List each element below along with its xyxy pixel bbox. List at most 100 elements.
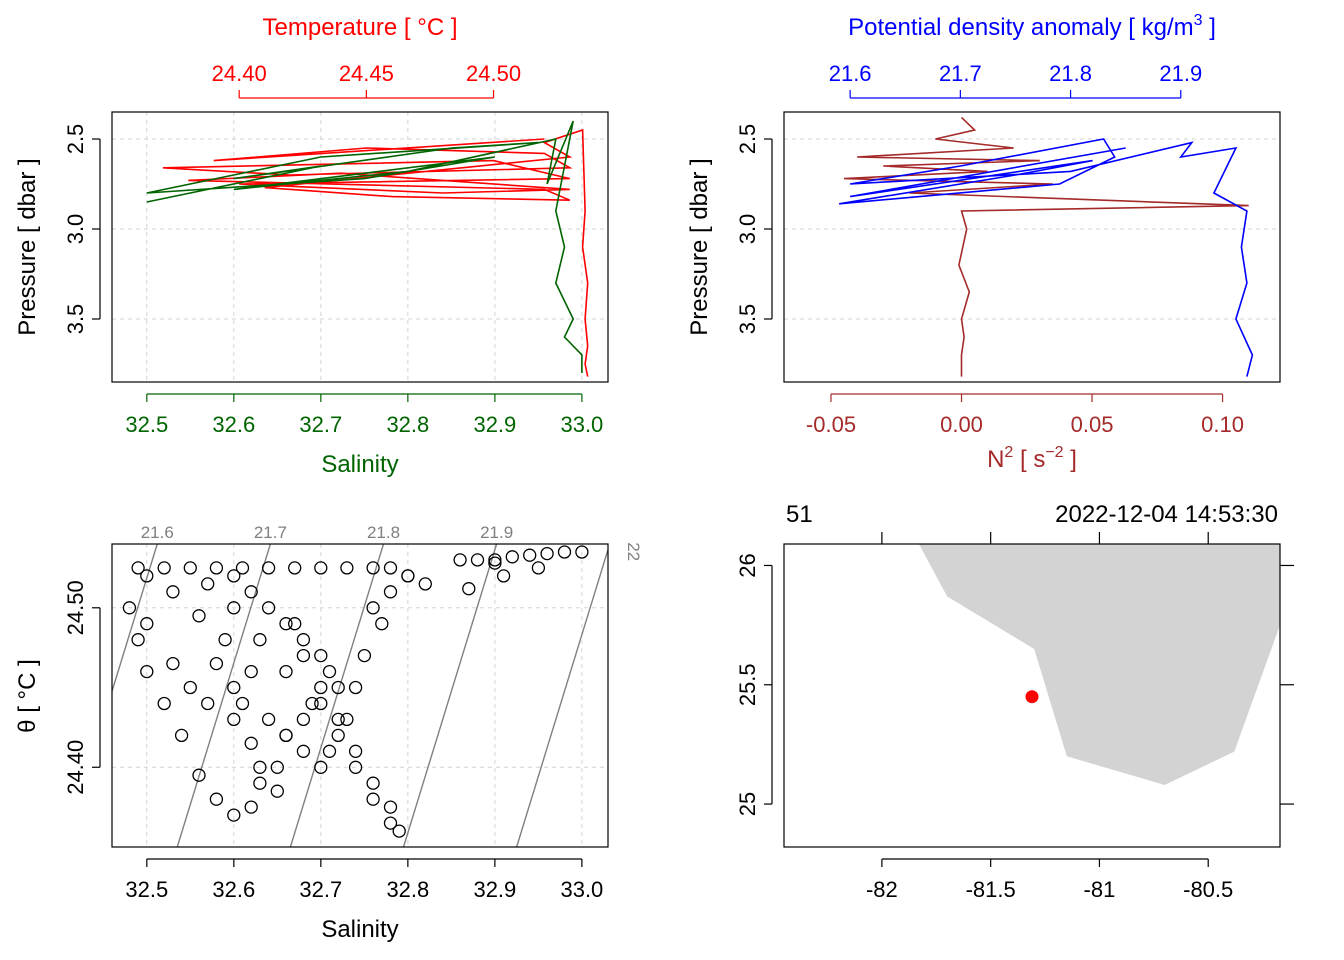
y-tick-label: 2.5 [735,124,760,155]
ts-point [314,648,328,663]
y-tick-label: 24.40 [63,740,88,795]
latitude-axis: 25 25.5 26 [735,553,1294,816]
ts-point [383,585,398,599]
grid-lines [112,544,608,847]
ts-point [505,550,519,564]
ts-point [383,816,398,830]
x-tick-label: 32.5 [125,877,168,902]
isopycnal-line [402,543,498,848]
ts-point [314,696,328,711]
pressure-axis: 2.5 3.0 3.5 [63,124,101,335]
station-number-label: 51 [786,501,813,528]
ts-point [140,617,154,631]
ts-point [227,808,241,822]
ts-point [122,601,137,615]
density-line [838,138,1254,377]
salinity-axis-label: Salinity [321,916,398,943]
ts-point [157,696,171,711]
plot-frame [783,111,1281,383]
ts-point [244,585,258,599]
theta-axis: 24.40 24.50 [63,580,101,795]
salinity-line [146,120,583,373]
x-tick-label: 32.7 [299,877,342,902]
ts-point [296,633,311,647]
x-top-tick-label: 21.6 [829,61,872,86]
x-tick-label: -82 [866,877,898,902]
x-top-tick-label: 24.40 [212,61,267,86]
ts-point [314,680,328,695]
panel-station-map: -82 -81.5 -81 -80.5 25 25.5 26 51 2022-12-04 … [735,501,1294,902]
series-lines [146,120,589,377]
ts-points [122,545,589,838]
ts-point [375,617,389,631]
ts-point [174,728,189,743]
ts-point [470,553,485,567]
ts-point [383,561,398,575]
ts-point [392,824,406,838]
x-tick-label: 0.00 [940,412,983,437]
isopycnal-line [111,543,158,692]
x-top-tick-label: 24.50 [466,61,521,86]
y-tick-label: 24.50 [63,580,88,635]
x-top-tick-label: 21.9 [1159,61,1202,86]
ts-point [253,776,267,790]
land-shape [918,544,1280,785]
ts-point [366,776,380,790]
ts-point [244,664,258,679]
ts-point [131,561,145,575]
ts-point [296,744,311,758]
ts-point [366,601,380,615]
ts-point [496,569,511,583]
ts-point [261,601,276,615]
ts-point [296,648,311,663]
station-point [1025,690,1039,704]
pressure-axis-label: Pressure [ dbar ] [14,158,41,335]
grid-lines [784,138,1280,320]
plot-frame [111,543,609,848]
ts-point [575,545,589,559]
y-tick-label: 3.5 [63,304,88,335]
x-top-tick-label: 21.7 [939,61,982,86]
ts-point [348,760,363,774]
x-tick-label: -81.5 [966,877,1016,902]
temperature-axis-label: Temperature [ °C ] [263,14,458,41]
ts-point [209,792,224,806]
ts-point [140,569,154,583]
salinity-axis: 32.5 32.6 32.7 32.8 32.9 33.0 [125,393,603,437]
n2-axis: -0.05 0.00 0.05 0.10 [806,393,1244,437]
x-tick-label: 32.8 [386,877,429,902]
ts-point [383,800,398,814]
ts-point [279,617,293,631]
ts-point [235,696,250,711]
ts-point [322,744,337,758]
y-tick-label: 3.5 [735,304,760,335]
ts-point [488,556,502,570]
ts-point [314,561,328,575]
ts-point [401,569,415,583]
salinity-axis-label: Salinity [321,451,398,478]
pressure-axis-label: Pressure [ dbar ] [686,158,713,335]
ts-point [244,800,258,814]
ts-point [201,577,215,591]
ts-point [418,577,432,591]
plot-frame [783,543,1281,848]
ts-point [227,601,241,615]
density-axis: 21.6 21.7 21.8 21.9 [829,61,1202,99]
y-tick-label: 25 [735,792,760,816]
isopycnal-label: 21.9 [480,523,513,542]
ts-point [366,561,380,575]
ts-point [131,633,145,647]
ts-point [314,760,328,774]
ts-point [288,617,302,631]
ts-point [227,680,241,695]
ts-point [261,712,276,727]
ts-point [331,728,345,743]
ts-point [331,712,345,727]
grid-lines [112,112,608,382]
ts-point [166,656,180,671]
ts-point [453,553,467,567]
x-tick-label: 32.5 [125,412,168,437]
panel-density-n2-profile: 21.6 21.7 21.8 21.9 -0.05 0.00 0.05 0.10 2.5 3.… [686,12,1281,473]
ts-point [227,712,241,727]
ts-point [192,609,206,623]
